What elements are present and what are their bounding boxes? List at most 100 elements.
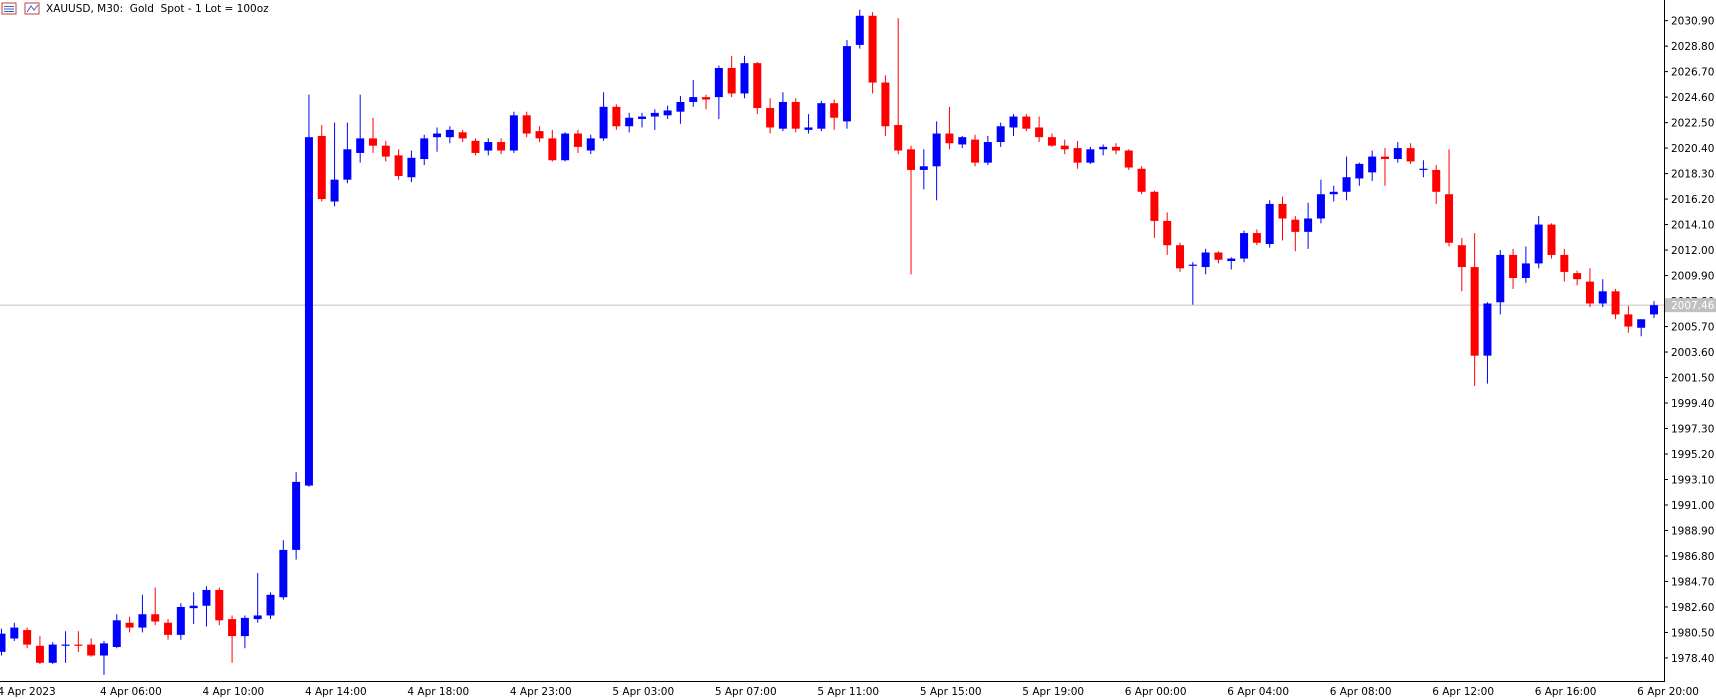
y-tick-label: 2005.70 [1671, 322, 1714, 334]
candle-body [497, 142, 506, 151]
x-tick-label: 6 Apr 20:00 [1637, 686, 1699, 698]
candle-body [1368, 156, 1377, 173]
current-price-label: 2007.46 [1671, 300, 1715, 312]
candle-body [1598, 291, 1607, 304]
candle-body [356, 138, 365, 153]
candle-body [1214, 252, 1223, 260]
header-icons [1, 2, 40, 15]
candle-body [266, 594, 275, 616]
candle-body [612, 106, 621, 127]
x-tick-label: 4 Apr 18:00 [407, 686, 469, 698]
candle-body [753, 63, 762, 109]
candle-body [1380, 156, 1389, 160]
candle-body [1316, 194, 1325, 219]
candle-body [958, 137, 967, 145]
candle-body [420, 138, 429, 160]
y-tick-label: 2009.90 [1671, 271, 1714, 283]
candle-body [1419, 168, 1428, 170]
x-tick-label: 6 Apr 04:00 [1227, 686, 1289, 698]
candle-body [304, 137, 313, 486]
candle-body [1496, 254, 1505, 303]
y-tick-label: 2022.50 [1671, 118, 1714, 130]
y-tick-label: 2024.60 [1671, 92, 1714, 104]
candle-body [433, 133, 442, 138]
candle-body [1099, 146, 1108, 150]
candle-body [317, 135, 326, 200]
candle-body [1163, 220, 1172, 246]
candle-body [702, 97, 711, 100]
y-tick-label: 1982.60 [1671, 602, 1714, 614]
y-tick-label: 2012.00 [1671, 245, 1714, 257]
x-tick-label: 5 Apr 19:00 [1022, 686, 1084, 698]
candle-body [971, 139, 980, 163]
chart-title: XAUUSD, M30: Gold Spot - 1 Lot = 100oz [46, 3, 269, 15]
candle-body [87, 644, 96, 656]
x-tick-label: 6 Apr 12:00 [1432, 686, 1494, 698]
candle-body [1201, 252, 1210, 268]
y-tick-label: 1986.80 [1671, 551, 1714, 563]
y-tick-label: 1999.40 [1671, 398, 1714, 410]
candle-body [714, 67, 723, 98]
y-tick-label: 1978.40 [1671, 653, 1714, 665]
candle-body [1521, 263, 1530, 278]
candle-body [817, 103, 826, 129]
y-tick-label: 2014.10 [1671, 220, 1714, 232]
candle-body [1278, 203, 1287, 219]
candle-body [561, 133, 570, 161]
y-tick-label: 2028.80 [1671, 41, 1714, 53]
candle-body [1047, 137, 1056, 146]
candle-body [625, 117, 634, 127]
candle-body [1035, 127, 1044, 138]
y-tick-label: 2003.60 [1671, 347, 1714, 359]
candle-body [35, 645, 44, 663]
candle-body [1470, 267, 1479, 356]
candle-body [407, 157, 416, 178]
candle-body [586, 138, 595, 151]
candle-body [228, 619, 237, 637]
candle-body [522, 115, 531, 134]
y-tick-label: 2018.30 [1671, 169, 1714, 181]
candle-body [279, 549, 288, 598]
candle-body [573, 133, 582, 147]
candle-body [381, 145, 390, 157]
candle-body [881, 82, 890, 127]
candle-body [1329, 191, 1338, 195]
y-tick-label: 1984.70 [1671, 576, 1714, 588]
y-tick-label: 1991.00 [1671, 500, 1714, 512]
candle-body [1445, 194, 1454, 243]
x-tick-label: 6 Apr 00:00 [1125, 686, 1187, 698]
x-tick-label: 5 Apr 15:00 [920, 686, 982, 698]
candle-body [138, 614, 147, 628]
candle-body [458, 132, 467, 139]
candle-body [330, 179, 339, 202]
candle-body [368, 138, 377, 146]
candle-body [1560, 254, 1569, 272]
candle-body [202, 589, 211, 606]
candle-body [253, 615, 262, 620]
y-tick-label: 1995.20 [1671, 449, 1714, 461]
candle-body [215, 589, 224, 621]
x-tick-label: 5 Apr 11:00 [817, 686, 879, 698]
candle-body [1291, 219, 1300, 232]
candle-body [1009, 116, 1018, 128]
candle-body [343, 149, 352, 180]
candle-body [1022, 116, 1031, 129]
y-tick-label: 2001.50 [1671, 373, 1714, 385]
candle-body [484, 142, 493, 151]
y-tick-label: 2030.90 [1671, 16, 1714, 28]
x-tick-label: 4 Apr 14:00 [305, 686, 367, 698]
y-tick-label: 2026.70 [1671, 67, 1714, 79]
candle-body [1534, 224, 1543, 264]
candle-body [176, 606, 185, 635]
x-tick-label: 4 Apr 06:00 [100, 686, 162, 698]
candle-body [676, 101, 685, 112]
candle-body [830, 103, 839, 118]
candle-body [1265, 203, 1274, 244]
candle-body [919, 166, 928, 170]
candle-body [1457, 245, 1466, 268]
candle-body [791, 101, 800, 129]
candle-body [1432, 169, 1441, 192]
candle-body [983, 142, 992, 163]
candle-body [1060, 145, 1069, 150]
candle-body [0, 633, 6, 652]
